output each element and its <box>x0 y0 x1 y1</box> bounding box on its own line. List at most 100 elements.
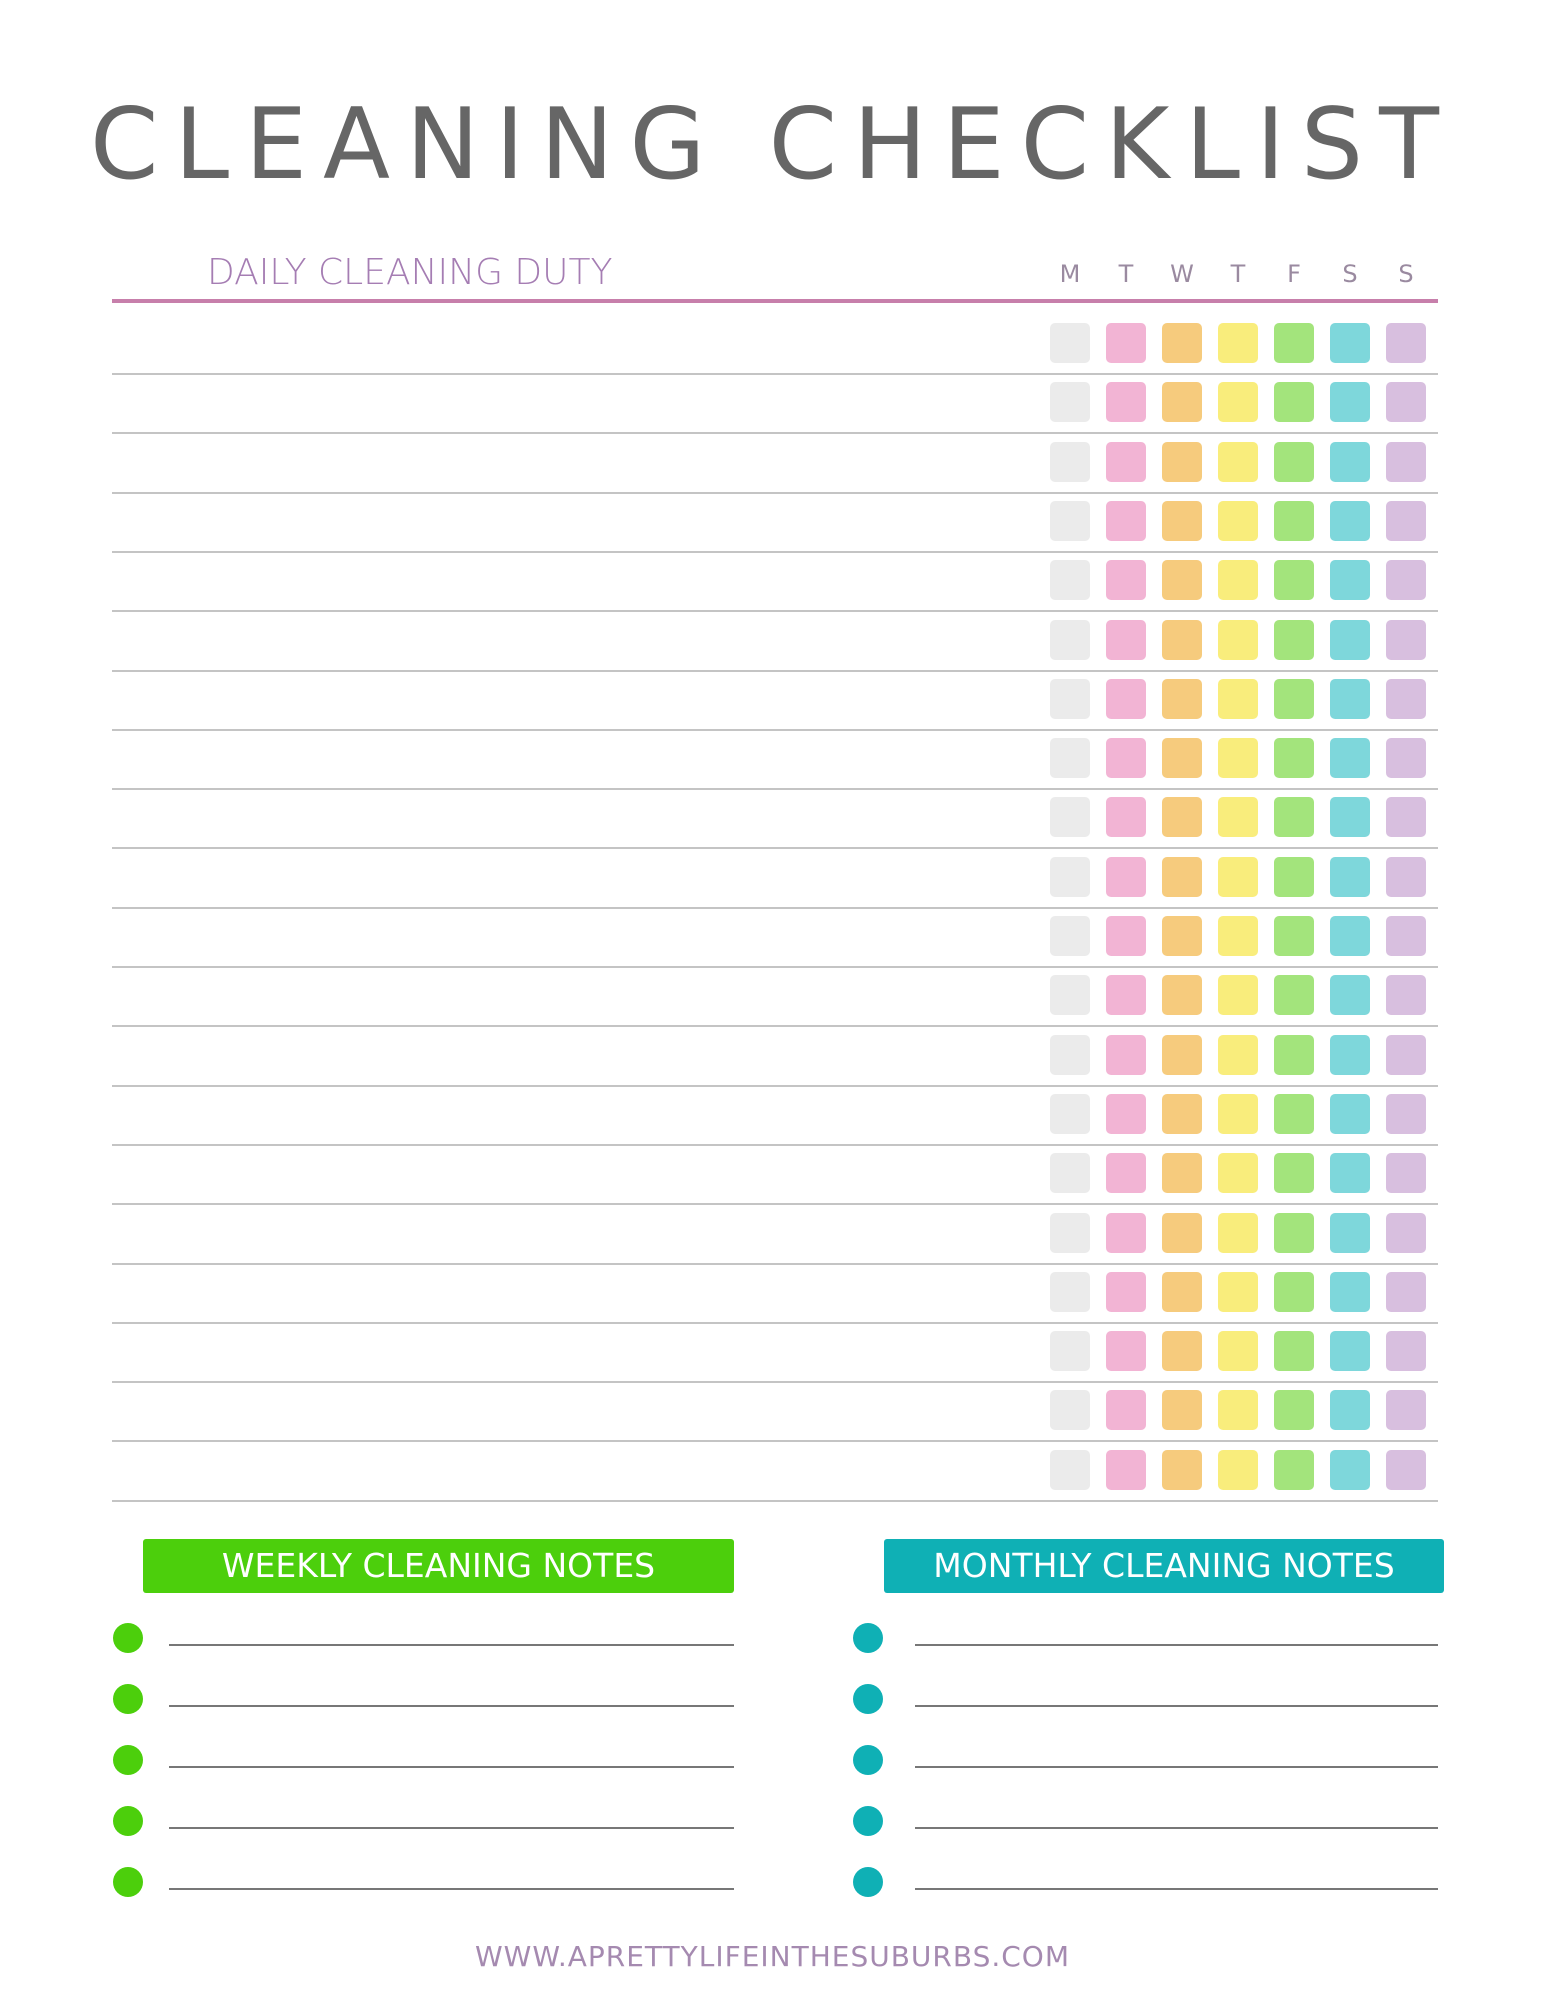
day-checkbox[interactable] <box>1162 797 1202 838</box>
day-checkbox[interactable] <box>1330 500 1370 541</box>
day-checkbox[interactable] <box>1050 856 1090 897</box>
day-checkbox[interactable] <box>1162 1390 1202 1431</box>
note-line[interactable] <box>915 1766 1438 1768</box>
day-checkbox[interactable] <box>1274 441 1314 482</box>
day-checkbox[interactable] <box>1218 1034 1258 1075</box>
day-checkbox[interactable] <box>1386 382 1426 423</box>
day-checkbox[interactable] <box>1274 382 1314 423</box>
day-checkbox[interactable] <box>1386 1034 1426 1075</box>
day-checkbox[interactable] <box>1162 1449 1202 1490</box>
day-checkbox[interactable] <box>1218 678 1258 719</box>
day-checkbox[interactable] <box>1050 619 1090 660</box>
day-checkbox[interactable] <box>1330 1212 1370 1253</box>
day-checkbox[interactable] <box>1386 1093 1426 1134</box>
day-checkbox[interactable] <box>1274 975 1314 1016</box>
day-checkbox[interactable] <box>1274 1034 1314 1075</box>
day-checkbox[interactable] <box>1386 856 1426 897</box>
day-checkbox[interactable] <box>1050 1449 1090 1490</box>
day-checkbox[interactable] <box>1274 560 1314 601</box>
day-checkbox[interactable] <box>1330 916 1370 956</box>
day-checkbox[interactable] <box>1106 916 1146 956</box>
day-checkbox[interactable] <box>1386 1331 1426 1372</box>
day-checkbox[interactable] <box>1218 382 1258 423</box>
note-line[interactable] <box>169 1766 734 1768</box>
day-checkbox[interactable] <box>1274 1093 1314 1134</box>
day-checkbox[interactable] <box>1050 323 1090 363</box>
note-line[interactable] <box>169 1827 734 1829</box>
day-checkbox[interactable] <box>1050 1390 1090 1431</box>
day-checkbox[interactable] <box>1218 1153 1258 1194</box>
day-checkbox[interactable] <box>1218 975 1258 1016</box>
day-checkbox[interactable] <box>1106 1153 1146 1194</box>
day-checkbox[interactable] <box>1162 738 1202 779</box>
day-checkbox[interactable] <box>1386 1449 1426 1490</box>
day-checkbox[interactable] <box>1050 1153 1090 1194</box>
day-checkbox[interactable] <box>1106 1331 1146 1372</box>
day-checkbox[interactable] <box>1218 856 1258 897</box>
day-checkbox[interactable] <box>1386 500 1426 541</box>
day-checkbox[interactable] <box>1106 797 1146 838</box>
day-checkbox[interactable] <box>1162 856 1202 897</box>
day-checkbox[interactable] <box>1386 560 1426 601</box>
day-checkbox[interactable] <box>1274 619 1314 660</box>
note-line[interactable] <box>169 1888 734 1890</box>
day-checkbox[interactable] <box>1162 441 1202 482</box>
day-checkbox[interactable] <box>1274 1212 1314 1253</box>
day-checkbox[interactable] <box>1386 1212 1426 1253</box>
day-checkbox[interactable] <box>1218 1331 1258 1372</box>
day-checkbox[interactable] <box>1050 382 1090 423</box>
day-checkbox[interactable] <box>1106 1449 1146 1490</box>
day-checkbox[interactable] <box>1274 1331 1314 1372</box>
day-checkbox[interactable] <box>1050 916 1090 956</box>
day-checkbox[interactable] <box>1106 975 1146 1016</box>
day-checkbox[interactable] <box>1106 500 1146 541</box>
day-checkbox[interactable] <box>1162 323 1202 363</box>
note-line[interactable] <box>915 1888 1438 1890</box>
day-checkbox[interactable] <box>1330 1271 1370 1312</box>
day-checkbox[interactable] <box>1330 1390 1370 1431</box>
day-checkbox[interactable] <box>1330 1153 1370 1194</box>
day-checkbox[interactable] <box>1162 916 1202 956</box>
day-checkbox[interactable] <box>1386 678 1426 719</box>
day-checkbox[interactable] <box>1162 1093 1202 1134</box>
day-checkbox[interactable] <box>1274 797 1314 838</box>
day-checkbox[interactable] <box>1386 1271 1426 1312</box>
day-checkbox[interactable] <box>1106 1034 1146 1075</box>
day-checkbox[interactable] <box>1274 1271 1314 1312</box>
day-checkbox[interactable] <box>1274 916 1314 956</box>
day-checkbox[interactable] <box>1218 916 1258 956</box>
day-checkbox[interactable] <box>1050 678 1090 719</box>
day-checkbox[interactable] <box>1218 323 1258 363</box>
day-checkbox[interactable] <box>1106 1212 1146 1253</box>
note-line[interactable] <box>169 1705 734 1707</box>
day-checkbox[interactable] <box>1162 1034 1202 1075</box>
day-checkbox[interactable] <box>1330 678 1370 719</box>
day-checkbox[interactable] <box>1330 856 1370 897</box>
day-checkbox[interactable] <box>1106 382 1146 423</box>
note-line[interactable] <box>915 1644 1438 1646</box>
day-checkbox[interactable] <box>1162 975 1202 1016</box>
day-checkbox[interactable] <box>1106 1390 1146 1431</box>
day-checkbox[interactable] <box>1106 619 1146 660</box>
day-checkbox[interactable] <box>1050 1331 1090 1372</box>
day-checkbox[interactable] <box>1106 856 1146 897</box>
day-checkbox[interactable] <box>1106 678 1146 719</box>
day-checkbox[interactable] <box>1386 916 1426 956</box>
day-checkbox[interactable] <box>1330 1093 1370 1134</box>
day-checkbox[interactable] <box>1218 500 1258 541</box>
day-checkbox[interactable] <box>1218 560 1258 601</box>
day-checkbox[interactable] <box>1162 382 1202 423</box>
day-checkbox[interactable] <box>1386 1153 1426 1194</box>
day-checkbox[interactable] <box>1330 560 1370 601</box>
day-checkbox[interactable] <box>1162 678 1202 719</box>
day-checkbox[interactable] <box>1050 1034 1090 1075</box>
day-checkbox[interactable] <box>1218 1271 1258 1312</box>
day-checkbox[interactable] <box>1386 975 1426 1016</box>
note-line[interactable] <box>915 1827 1438 1829</box>
day-checkbox[interactable] <box>1106 441 1146 482</box>
day-checkbox[interactable] <box>1274 1153 1314 1194</box>
day-checkbox[interactable] <box>1162 500 1202 541</box>
day-checkbox[interactable] <box>1106 560 1146 601</box>
day-checkbox[interactable] <box>1386 323 1426 363</box>
note-line[interactable] <box>169 1644 734 1646</box>
